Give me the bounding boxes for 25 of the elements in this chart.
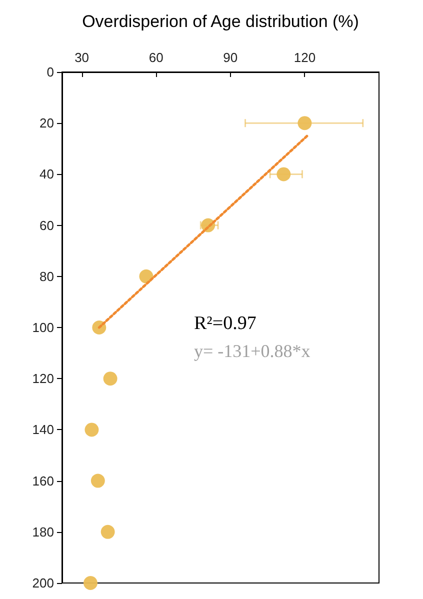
x-tick-label: 30 [74,50,90,65]
x-tick-label: 60 [148,50,164,65]
y-tick-label: 200 [32,576,54,590]
y-tick-label: 20 [40,116,54,131]
point [84,422,99,437]
annotation: y= -131+0.88*x [194,341,310,361]
y-tick-label: 180 [32,524,54,540]
point [100,524,115,539]
y-tick-label: 120 [32,371,54,386]
y-tick-label: 60 [40,218,54,233]
x-axis-title: Overdisperion of Age distribution (%) [82,12,359,31]
y-tick-label: 80 [40,268,54,284]
point [83,576,98,590]
point [103,372,118,386]
x-tick-label: 90 [223,50,238,65]
y-tick-label: 0 [46,64,54,80]
y-tick-label: 160 [32,473,54,488]
y-tick-label: 100 [32,320,54,335]
point [90,474,105,488]
annotation: R²=0.97 [194,313,256,334]
x-tick-label: 120 [294,50,316,65]
y-tick-label: 140 [32,422,54,438]
y-tick-label: 40 [40,166,54,182]
point [276,167,291,182]
point [298,116,312,130]
